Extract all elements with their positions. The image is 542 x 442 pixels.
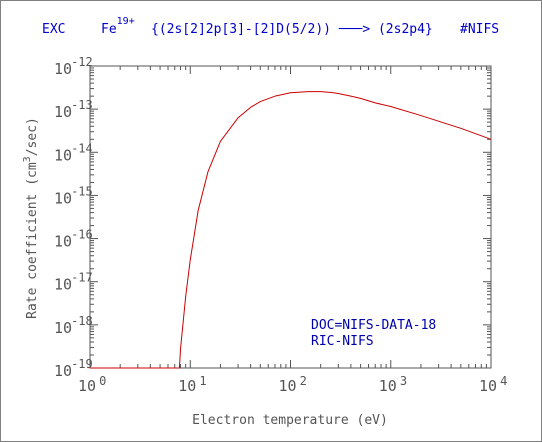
x-axis-ticks bbox=[89, 66, 487, 368]
x-tick-label: 10 2 bbox=[279, 374, 307, 395]
y-tick-label-exp: -13 bbox=[71, 98, 93, 112]
x-axis-title: Electron temperature (eV) bbox=[192, 413, 388, 428]
y-tick-label-base: 10 bbox=[54, 146, 72, 164]
x-tick-label: 10 0 bbox=[78, 374, 106, 395]
y-tick-label-base: 10 bbox=[54, 362, 72, 380]
x-tick-label-exp: 3 bbox=[400, 374, 407, 388]
y-axis-title-suffix: /sec) bbox=[25, 117, 40, 156]
y-tick-label-exp: -16 bbox=[71, 228, 93, 242]
y-tick-label-exp: -17 bbox=[71, 271, 93, 285]
y-tick-label-exp: -12 bbox=[71, 55, 93, 69]
y-tick-label-exp: -19 bbox=[71, 357, 93, 371]
ion-label: Fe19+ bbox=[101, 16, 135, 37]
y-tick-label: 10-18 bbox=[54, 314, 93, 337]
x-axis-tick-labels: 10 0 10 1 10 2 10 3 10 4 bbox=[78, 374, 507, 395]
y-axis-title: Rate coefficient (cm3/sec) bbox=[22, 117, 40, 319]
y-tick-label-base: 10 bbox=[54, 103, 72, 121]
x-tick-label-base: 10 bbox=[379, 377, 397, 395]
ion-charge: 19+ bbox=[117, 16, 135, 27]
y-tick-label-base: 10 bbox=[54, 60, 72, 78]
y-tick-label: 10-16 bbox=[54, 228, 93, 251]
x-tick-label: 10 3 bbox=[379, 374, 407, 395]
y-tick-label-exp: -15 bbox=[71, 184, 93, 198]
y-tick-label-base: 10 bbox=[54, 319, 72, 337]
y-tick-label: 10-15 bbox=[54, 184, 93, 207]
rate-coefficient-series-line bbox=[90, 91, 492, 369]
x-tick-label: 10 4 bbox=[479, 374, 507, 395]
y-tick-label: 10-14 bbox=[54, 141, 93, 164]
process-label: EXC bbox=[42, 22, 65, 37]
y-tick-label-exp: -14 bbox=[71, 141, 93, 155]
doc-annotation: DOC=NIFS-DATA-18 bbox=[311, 318, 436, 333]
x-tick-label-exp: 1 bbox=[199, 374, 206, 388]
x-tick-label-base: 10 bbox=[178, 377, 196, 395]
y-axis-title-sup: 3 bbox=[22, 156, 33, 162]
y-tick-label-exp: -18 bbox=[71, 314, 93, 328]
y-axis-title-prefix: Rate coefficient (cm bbox=[25, 162, 40, 319]
x-tick-label-base: 10 bbox=[279, 377, 297, 395]
y-tick-label: 10-13 bbox=[54, 98, 93, 121]
database-label: #NIFS bbox=[460, 22, 499, 37]
y-tick-label: 10-12 bbox=[54, 55, 93, 78]
x-tick-label-base: 10 bbox=[479, 377, 497, 395]
y-tick-label: 10-17 bbox=[54, 271, 93, 294]
y-axis-ticks bbox=[90, 67, 491, 369]
x-tick-label-base: 10 bbox=[78, 377, 96, 395]
x-tick-label-exp: 0 bbox=[99, 374, 106, 388]
x-tick-label-exp: 2 bbox=[300, 374, 307, 388]
x-tick-label: 10 1 bbox=[178, 374, 206, 395]
y-tick-label: 10-19 bbox=[54, 357, 93, 380]
transition-label: {(2s[2]2p[3]-[2]D(5/2)) ───> (2s2p4} bbox=[151, 22, 433, 37]
x-tick-label-exp: 4 bbox=[500, 374, 507, 388]
ric-annotation: RIC-NIFS bbox=[311, 334, 374, 349]
y-tick-label-base: 10 bbox=[54, 276, 72, 294]
y-tick-label-base: 10 bbox=[54, 233, 72, 251]
y-tick-label-base: 10 bbox=[54, 189, 72, 207]
ion-base: Fe bbox=[101, 22, 117, 37]
